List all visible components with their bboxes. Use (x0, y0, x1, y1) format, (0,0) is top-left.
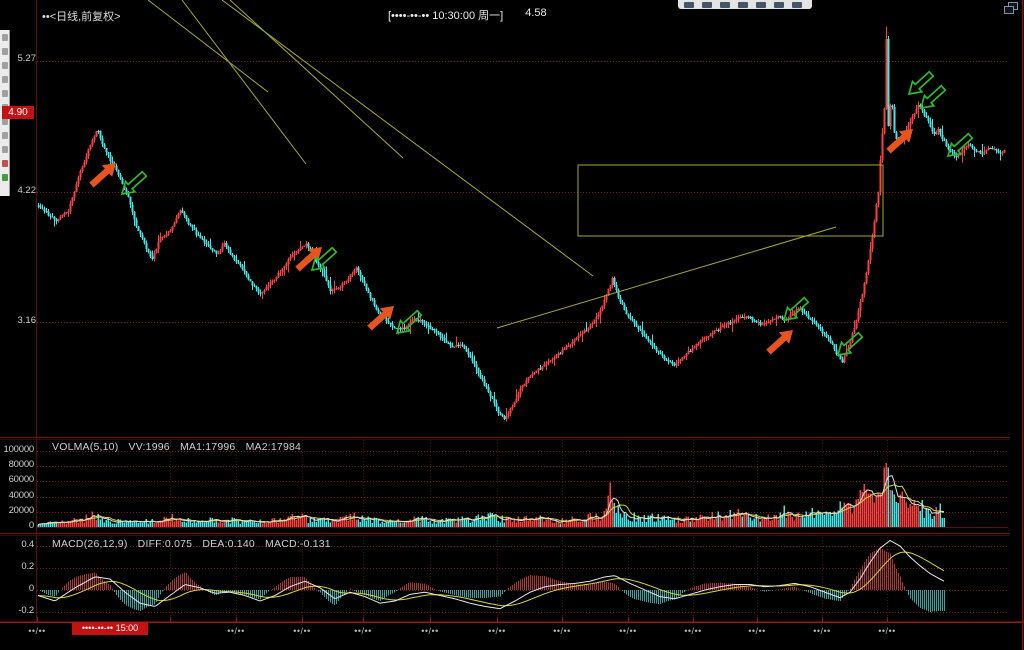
buy-signal-arrow (886, 129, 913, 154)
last-price-badge: 4.90 (2, 106, 34, 119)
crosshair-readout: [••••-••-•• 10:30:00 周一] 4.58 (388, 7, 547, 23)
volume-tick-label: 60000 (8, 474, 35, 485)
restore-window-icon[interactable] (1004, 2, 1019, 15)
trendline-drawing[interactable] (229, 0, 404, 159)
sell-signal-arrow (782, 296, 810, 322)
sell-signal-arrow (919, 84, 947, 110)
volume-tick-label: 40000 (8, 490, 35, 501)
toolbar-icon-stub[interactable] (2, 62, 8, 69)
trendline-drawing[interactable] (496, 226, 837, 329)
date-tick-label: ••/•• (227, 626, 245, 636)
trendline-drawing[interactable] (221, 0, 594, 277)
date-tick-label: ••/•• (553, 626, 571, 636)
date-tick-label: ••/•• (813, 626, 831, 636)
volume-tick-label: 20000 (8, 505, 35, 516)
restore-window-icon-front (1004, 6, 1014, 14)
date-tick-label: ••/•• (421, 626, 439, 636)
toolbar-button-stub[interactable] (720, 2, 730, 8)
price-tick-label: 4.22 (17, 185, 37, 196)
buy-signal-arrow (295, 247, 322, 272)
buy-mark-icon[interactable] (2, 174, 8, 181)
volma-ma2-value: MA2:17984 (245, 441, 302, 453)
buy-signal-arrow (766, 330, 793, 355)
rectangle-drawing[interactable] (577, 164, 884, 237)
macd-diff-value: DIFF:0.075 (137, 538, 193, 550)
volume-tick-label: 100000 (3, 444, 34, 455)
toolbar-icon-stub[interactable] (2, 34, 8, 41)
macd-macd-value: MACD:-0.131 (265, 538, 331, 550)
toolbar-icon-stub[interactable] (2, 76, 8, 83)
date-tick-label: ••/•• (748, 626, 766, 636)
volma-vv-value: VV:1996 (128, 441, 170, 453)
top-toolbar-fragment[interactable] (678, 0, 812, 9)
sell-signal-arrow (907, 70, 935, 96)
date-tick-label: ••/•• (354, 626, 372, 636)
volma-ma1-value: MA1:17996 (179, 441, 236, 453)
sell-signal-arrow (946, 132, 974, 158)
buy-signal-arrow (89, 163, 116, 188)
macd-dea-value: DEA:0.140 (202, 538, 255, 550)
buy-signal-arrow (367, 306, 394, 331)
toolbar-button-stub[interactable] (792, 2, 802, 8)
toolbar-icon-stub[interactable] (2, 118, 8, 125)
macd-indicator-label: MACD(26,12,9) (52, 538, 128, 550)
crosshair-datetime: [••••-••-•• 10:30:00 周一] (388, 10, 504, 22)
date-tick-label: ••/•• (684, 626, 702, 636)
toolbar-button-stub[interactable] (738, 2, 748, 8)
macd-tick-label: 0.2 (21, 561, 34, 572)
crosshair-price: 4.58 (525, 7, 547, 19)
date-tick-label: ••/•• (878, 626, 896, 636)
macd-tick-label: 0.4 (21, 539, 34, 550)
macd-tick-label: -0.2 (18, 605, 34, 616)
macd-pane-header: MACD(26,12,9) DIFF:0.075 DEA:0.140 MACD:… (52, 538, 338, 550)
selected-date-badge: ••••-••-•• 15:00 (72, 622, 148, 635)
toolbar-button-stub[interactable] (774, 2, 784, 8)
toolbar-icon-stub[interactable] (2, 132, 8, 139)
macd-tick-label: 0 (28, 583, 34, 594)
volume-pane-header: VOLMA(5,10) VV:1996 MA1:17996 MA2:17984 (52, 441, 308, 453)
sell-signal-arrow (120, 170, 148, 196)
toolbar-icon-stub[interactable] (2, 48, 8, 55)
trendline-drawing[interactable] (181, 0, 307, 165)
chart-title: ••<日线,前复权> (42, 11, 121, 23)
price-tick-label: 3.16 (17, 315, 37, 326)
toolbar-button-stub[interactable] (702, 2, 712, 8)
sell-signal-arrow (395, 309, 423, 335)
date-tick-label: ••/•• (619, 626, 637, 636)
volma-indicator-label: VOLMA(5,10) (52, 441, 119, 453)
toolbar-icon-stub[interactable] (2, 90, 8, 97)
sell-mark-icon[interactable] (2, 160, 8, 167)
date-tick-label: ••/•• (28, 626, 46, 636)
date-tick-label: ••/•• (293, 626, 311, 636)
toolbar-button-stub[interactable] (684, 2, 694, 8)
volume-tick-label: 0 (28, 520, 34, 531)
toolbar-icon-stub[interactable] (2, 146, 8, 153)
price-tick-label: 5.27 (17, 53, 37, 64)
date-tick-label: ••/•• (488, 626, 506, 636)
volume-tick-label: 80000 (8, 459, 35, 470)
sell-signal-arrow (836, 331, 864, 357)
sell-signal-arrow (310, 246, 338, 272)
toolbar-button-stub[interactable] (756, 2, 766, 8)
trendline-drawing[interactable] (147, 0, 269, 93)
